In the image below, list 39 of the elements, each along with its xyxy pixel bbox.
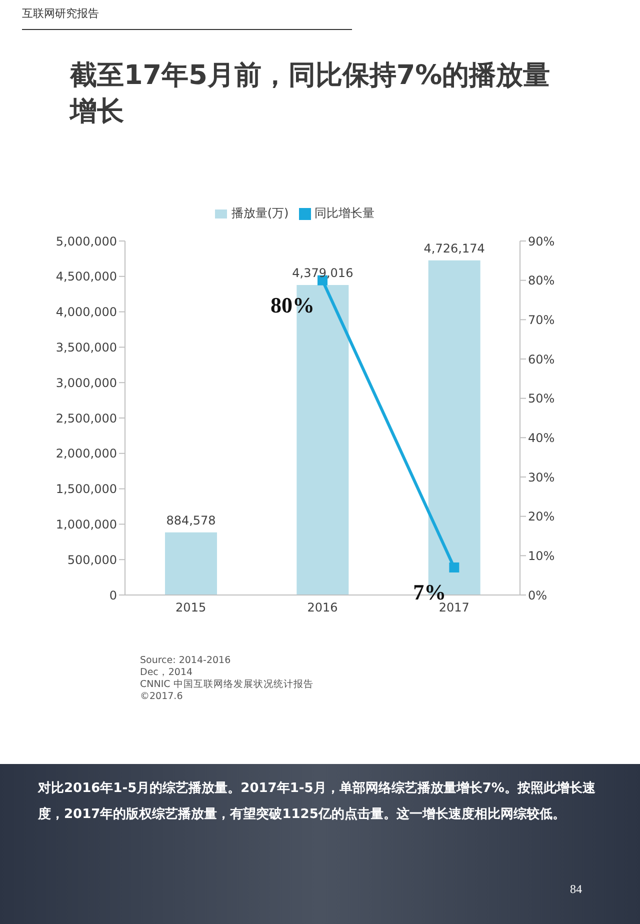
y2-tick-label: 70% <box>528 312 555 327</box>
y-tick-label: 500,000 <box>67 552 117 567</box>
text: 对比2016年1-5月的综艺播放量。2017年1-5月，单部网络综艺播放量增长7%。按照此增长速度，2017年的版权综艺播放量，有望突破1125亿的点击量。这一增长速度相比网综较低。 <box>38 780 596 824</box>
legend-label: 同比增长量 <box>314 206 375 220</box>
text: Dec，2014 <box>140 667 194 679</box>
bar <box>165 532 217 595</box>
y2-tick-label: 60% <box>528 352 555 366</box>
y-tick-label: 3,000,000 <box>56 376 117 390</box>
text: 互联网研究报告 <box>22 6 352 30</box>
source-note: Source: 2014-2016 <box>140 655 232 667</box>
x-tick-label: 2016 <box>307 600 338 615</box>
data-label: 884,578 <box>166 513 216 528</box>
text: ©2017.6 <box>140 691 184 703</box>
y-tick-label: 5,000,000 <box>56 234 117 248</box>
data-label: 4,726,174 <box>424 241 485 256</box>
data-label: 80% <box>270 292 314 318</box>
x-tick-label: 2017 <box>438 600 470 615</box>
x-tick-label: 2015 <box>176 600 206 615</box>
text: CNNIC 中国互联网络发展状况统计报告 <box>140 679 314 691</box>
y2-tick-label: 40% <box>528 430 555 445</box>
text: 84 <box>570 882 582 897</box>
y-tick-label: 1,000,000 <box>56 517 117 532</box>
y-tick-label: 2,500,000 <box>56 411 117 426</box>
y2-tick-label: 10% <box>528 548 555 563</box>
y-tick-label: 0 <box>109 588 117 602</box>
chart-title: 截至17年5月前，同比保持7%的播放量增长 <box>70 59 552 129</box>
y2-tick-label: 0% <box>528 588 548 602</box>
y2-tick-label: 50% <box>528 392 555 406</box>
y-tick-label: 3,500,000 <box>56 340 117 354</box>
y2-tick-label: 20% <box>528 510 555 524</box>
legend-label: 播放量(万) <box>231 206 289 220</box>
y2-tick-label: 30% <box>528 470 555 484</box>
y-tick-label: 2,000,000 <box>56 446 117 461</box>
data-label: 4,379,016 <box>292 266 354 280</box>
y-tick-label: 1,500,000 <box>56 482 117 496</box>
y-tick-label: 4,500,000 <box>56 270 117 284</box>
y2-tick-label: 90% <box>528 234 555 248</box>
y-tick-label: 4,000,000 <box>56 305 117 320</box>
y2-tick-label: 80% <box>528 274 555 288</box>
